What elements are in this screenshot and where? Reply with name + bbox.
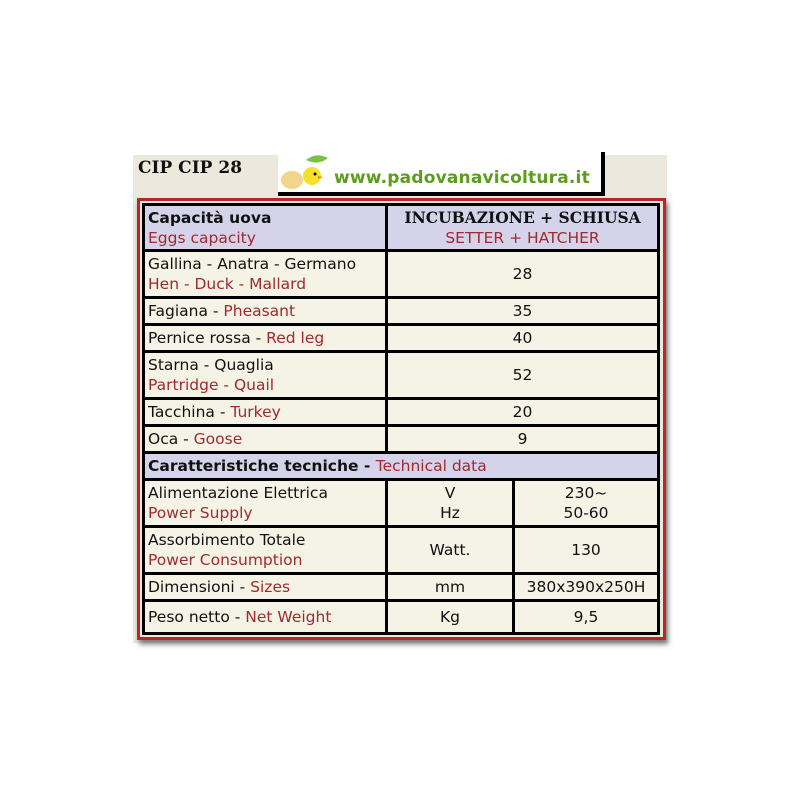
row-value: 28 bbox=[384, 249, 661, 299]
row-unit: Hz bbox=[440, 504, 460, 522]
table-row: Fagiana - Pheasant 35 bbox=[142, 296, 661, 326]
spec-table-frame: Capacità uova Eggs capacity INCUBAZIONE +… bbox=[137, 198, 666, 640]
row-label-en: Red leg bbox=[266, 329, 325, 347]
row-label-it: Alimentazione Elettrica bbox=[148, 484, 328, 502]
row-label-en: Power Supply bbox=[148, 504, 253, 522]
table-row: Assorbimento Totale Power Consumption Wat… bbox=[142, 525, 661, 575]
row-value: 380x390x250H bbox=[511, 572, 661, 602]
row-label-it: Peso netto - bbox=[148, 608, 246, 626]
row-label-it: Gallina - Anatra - Germano bbox=[148, 255, 357, 273]
chick-egg-icon bbox=[281, 155, 328, 189]
table-row: Alimentazione Elettrica Power Supply V Hz … bbox=[142, 478, 661, 528]
row-label-en: Turkey bbox=[230, 403, 281, 421]
row-label-it: Dimensioni - bbox=[148, 578, 251, 596]
row-label-en: Goose bbox=[193, 430, 243, 448]
spec-table: Capacità uova Eggs capacity INCUBAZIONE +… bbox=[141, 203, 661, 635]
row-value: 40 bbox=[384, 323, 661, 353]
row-label-it: Starna - Quaglia bbox=[148, 356, 274, 374]
row-label-en: Sizes bbox=[250, 578, 291, 596]
column-header-en: SETTER + HATCHER bbox=[445, 228, 600, 247]
row-label-it: Pernice rossa - bbox=[148, 329, 267, 347]
row-label-it: Oca - bbox=[148, 430, 194, 448]
row-label-it: Tacchina - bbox=[148, 403, 231, 421]
tech-header-en: Technical data bbox=[375, 457, 487, 475]
row-label-en: Pheasant bbox=[223, 302, 296, 320]
row-unit: Kg bbox=[385, 599, 515, 635]
logo: www.padovanavicoltura.it bbox=[278, 152, 605, 196]
row-value: 130 bbox=[511, 525, 661, 575]
table-row: Tacchina - Turkey 20 bbox=[142, 397, 661, 427]
header-label-en: Eggs capacity bbox=[148, 228, 256, 247]
row-unit: mm bbox=[385, 572, 515, 602]
technical-header-row: Caratteristiche tecniche - Technical dat… bbox=[141, 451, 661, 481]
table-row: Starna - Quaglia Partridge - Quail 52 bbox=[142, 350, 661, 400]
row-value: 20 bbox=[384, 397, 661, 427]
logo-url: www.padovanavicoltura.it bbox=[334, 168, 590, 188]
row-label-en: Partridge - Quail bbox=[148, 376, 275, 394]
row-value: 50-60 bbox=[563, 504, 609, 522]
row-label-en: Net Weight bbox=[245, 608, 332, 626]
header-label-it: Capacità uova bbox=[148, 208, 272, 227]
row-value: 9 bbox=[384, 424, 661, 454]
row-unit: V bbox=[444, 484, 456, 502]
tech-header-it: Caratteristiche tecniche - bbox=[148, 457, 376, 475]
row-label-en: Hen - Duck - Mallard bbox=[148, 275, 307, 293]
table-row: Gallina - Anatra - Germano Hen - Duck - M… bbox=[142, 249, 661, 299]
row-value: 230~ bbox=[564, 484, 608, 502]
row-label-it: Assorbimento Totale bbox=[148, 531, 306, 549]
row-value: 35 bbox=[384, 296, 661, 326]
row-value: 52 bbox=[384, 350, 661, 400]
row-unit: Watt. bbox=[385, 525, 515, 575]
table-row: Dimensioni - Sizes mm 380x390x250H bbox=[142, 572, 661, 602]
column-header-it: INCUBAZIONE + SCHIUSA bbox=[404, 207, 641, 227]
table-row: Pernice rossa - Red leg 40 bbox=[142, 323, 661, 353]
model-title: CIP CIP 28 bbox=[138, 158, 243, 178]
row-label-it: Fagiana - bbox=[148, 302, 224, 320]
row-value: 9,5 bbox=[511, 599, 661, 635]
table-row: Peso netto - Net Weight Kg 9,5 bbox=[142, 599, 661, 635]
table-row: Oca - Goose 9 bbox=[142, 424, 661, 454]
row-label-en: Power Consumption bbox=[148, 551, 303, 569]
capacity-header-row: Capacità uova Eggs capacity INCUBAZIONE +… bbox=[142, 203, 661, 252]
